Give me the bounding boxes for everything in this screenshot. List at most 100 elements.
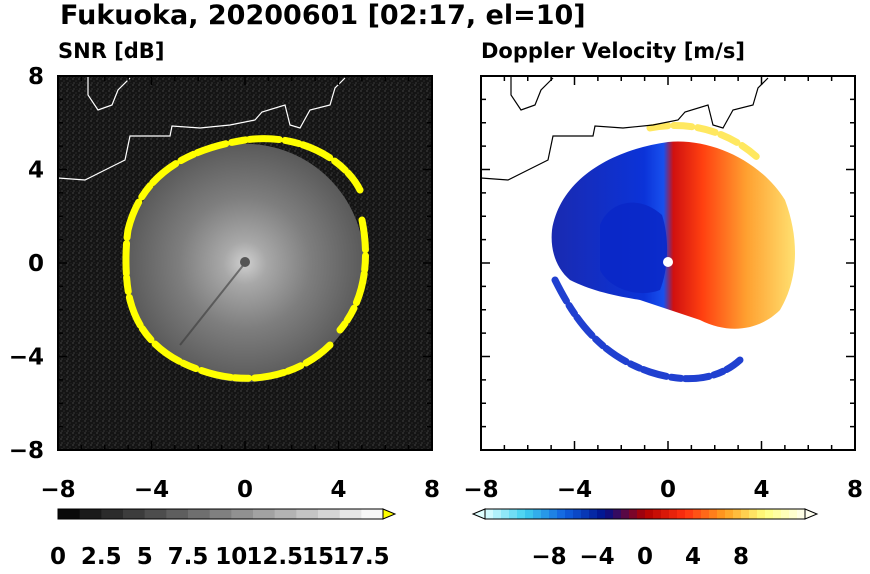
colorbar-cell	[361, 509, 384, 519]
colorbar-cell	[517, 509, 526, 519]
doppler-xtick-label: 8	[847, 477, 863, 503]
snr-colorbar-label: 10	[215, 544, 247, 570]
colorbar-cell	[693, 509, 702, 519]
colorbar-cell	[274, 509, 297, 519]
snr-xtick-label: 0	[237, 477, 253, 503]
colorbar-cell	[565, 509, 574, 519]
snr-colorbar-label: 17.5	[333, 544, 390, 570]
snr-colorbar: 0 2.5 5 7.5 10 12.5 15 17.5	[50, 508, 397, 570]
colorbar-cell	[318, 509, 341, 519]
colorbar-cell	[541, 509, 550, 519]
doppler-colorbar-max-extension	[804, 508, 819, 520]
colorbar-cell	[677, 509, 686, 519]
colorbar-cell	[525, 509, 534, 519]
doppler-outer-ring-north	[646, 122, 764, 164]
doppler-panel-title: Doppler Velocity [m/s]	[481, 39, 745, 63]
snr-panel: SNR [dB] −8 −4 0 4 8 8 4 0 −4 −8	[9, 39, 440, 503]
figure-title: Fukuoka, 20200601 [02:17, el=10]	[60, 0, 586, 31]
colorbar-cell	[653, 509, 662, 519]
colorbar-cell	[797, 509, 806, 519]
colorbar-cell	[709, 509, 718, 519]
snr-echo-area	[122, 135, 370, 383]
snr-edge-high-values	[122, 135, 370, 382]
colorbar-cell	[231, 509, 254, 519]
snr-ytick-label: −8	[9, 438, 44, 464]
colorbar-cell	[509, 509, 518, 519]
colorbar-cell	[58, 509, 81, 519]
doppler-outer-ring-south	[551, 276, 744, 383]
colorbar-cell	[725, 509, 734, 519]
colorbar-cell	[733, 509, 742, 519]
colorbar-cell	[621, 509, 630, 519]
colorbar-cell	[533, 509, 542, 519]
doppler-panel: Doppler Velocity [m/s] −8 −4 0 4 8	[463, 39, 863, 503]
snr-colorbar-label: 0	[50, 544, 66, 570]
doppler-echo-area	[551, 122, 796, 383]
snr-ytick-label: −4	[9, 345, 44, 371]
colorbar-cell	[589, 509, 598, 519]
snr-tick-marks	[57, 75, 433, 451]
colorbar-cell	[501, 509, 510, 519]
doppler-colorbar-cells	[485, 509, 806, 519]
doppler-colorbar-label: 8	[733, 544, 749, 570]
snr-ytick-label: 8	[28, 64, 44, 90]
colorbar-cell	[741, 509, 750, 519]
doppler-colorbar-label: −8	[531, 544, 566, 570]
colorbar-cell	[749, 509, 758, 519]
colorbar-cell	[605, 509, 614, 519]
colorbar-cell	[613, 509, 622, 519]
snr-colorbar-label: 2.5	[81, 544, 122, 570]
colorbar-cell	[557, 509, 566, 519]
snr-colorbar-cells	[58, 509, 384, 519]
snr-colorbar-label: 15	[302, 544, 334, 570]
colorbar-cell	[188, 509, 211, 519]
colorbar-cell	[549, 509, 558, 519]
colorbar-cell	[485, 509, 494, 519]
snr-xtick-label: −8	[40, 477, 75, 503]
snr-colorbar-frame	[57, 508, 384, 520]
doppler-colorbar-frame	[484, 508, 806, 520]
colorbar-cell	[573, 509, 582, 519]
doppler-colorbar-label: 0	[637, 544, 653, 570]
doppler-receding-core	[600, 202, 668, 294]
colorbar-cell	[79, 509, 102, 519]
colorbar-cell	[717, 509, 726, 519]
doppler-coastline	[481, 76, 769, 181]
doppler-colorbar-min-extension	[471, 508, 486, 520]
colorbar-cell	[144, 509, 167, 519]
doppler-radar-site	[663, 257, 673, 267]
colorbar-cell	[296, 509, 319, 519]
doppler-colorbar-label: −4	[579, 544, 614, 570]
colorbar-cell	[773, 509, 782, 519]
colorbar-cell	[253, 509, 276, 519]
snr-xtick-label: 4	[330, 477, 346, 503]
doppler-xtick-label: −4	[557, 477, 592, 503]
doppler-xtick-label: −8	[463, 477, 498, 503]
snr-radar-site	[240, 257, 250, 267]
doppler-colorbar: −8 −4 0 4 8	[471, 508, 819, 570]
colorbar-cell	[597, 509, 606, 519]
doppler-colorbar-label: 4	[685, 544, 701, 570]
doppler-tick-marks	[480, 75, 856, 451]
snr-xtick-label: −4	[134, 477, 169, 503]
snr-blocked-beam	[179, 262, 246, 346]
colorbar-cell	[789, 509, 798, 519]
colorbar-cell	[645, 509, 654, 519]
colorbar-cell	[669, 509, 678, 519]
colorbar-cell	[765, 509, 774, 519]
colorbar-cell	[757, 509, 766, 519]
snr-ytick-label: 0	[28, 251, 44, 277]
snr-xtick-label: 8	[424, 477, 440, 503]
colorbar-cell	[781, 509, 790, 519]
colorbar-cell	[629, 509, 638, 519]
colorbar-cell	[637, 509, 646, 519]
snr-colorbar-label: 5	[137, 544, 153, 570]
colorbar-cell	[493, 509, 502, 519]
colorbar-cell	[685, 509, 694, 519]
colorbar-cell	[661, 509, 670, 519]
snr-panel-title: SNR [dB]	[58, 39, 164, 63]
colorbar-cell	[123, 509, 146, 519]
colorbar-cell	[166, 509, 189, 519]
